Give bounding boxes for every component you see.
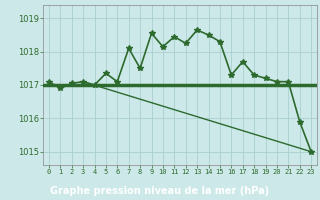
Text: Graphe pression niveau de la mer (hPa): Graphe pression niveau de la mer (hPa) bbox=[51, 186, 269, 196]
